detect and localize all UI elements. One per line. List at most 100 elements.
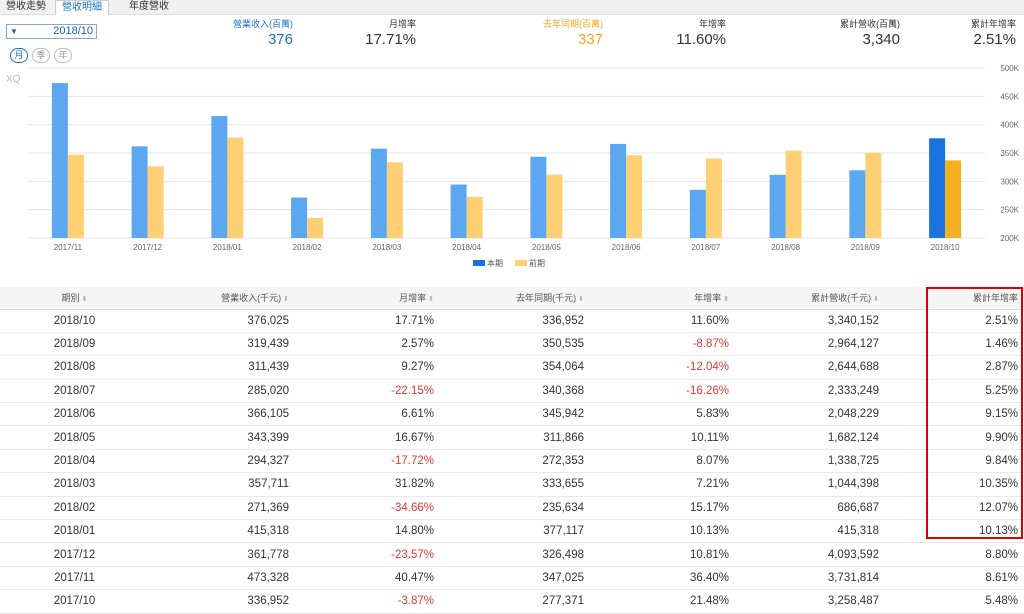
column-header-label: 期別 xyxy=(61,293,80,304)
sort-icon[interactable]: ⬍ xyxy=(723,296,729,304)
column-header-label: 年增率 xyxy=(694,293,722,304)
table-row[interactable]: 2018/06 366,105 6.61% 345,942 5.83% 2,048,229… xyxy=(0,402,1024,427)
table-cell: 686,687 xyxy=(735,496,885,521)
bar-current xyxy=(769,174,786,238)
stat-cumulative: 累計營收(百萬) 3,340 xyxy=(840,18,900,49)
table-cell: 2.51% xyxy=(885,309,1024,333)
bar-prior xyxy=(147,166,164,238)
table-cell: 9.84% xyxy=(885,449,1024,474)
column-header[interactable]: 營業收入(千元) ⬍ xyxy=(155,287,295,310)
table-cell: 5.83% xyxy=(590,402,735,427)
stat-label: 去年同期(百萬) xyxy=(543,19,603,29)
tab-revenue-trend[interactable]: 營收走勢 xyxy=(6,1,46,12)
table-cell: 2018/03 xyxy=(0,472,155,497)
table-row[interactable]: 2017/11 473,328 40.47% 347,025 36.40% 3,731,8… xyxy=(0,566,1024,591)
table-cell: 333,655 xyxy=(440,472,590,497)
table-cell: -12.04% xyxy=(590,355,735,380)
stat-label: 年增率 xyxy=(698,19,726,29)
table-cell: 17.71% xyxy=(295,309,440,333)
table-cell: 336,952 xyxy=(440,309,590,333)
table-cell: 16.67% xyxy=(295,425,440,450)
period-quarter-button[interactable]: 季 xyxy=(32,48,50,63)
table-cell: 1.46% xyxy=(885,332,1024,357)
table-cell: 10.13% xyxy=(590,519,735,544)
bar-prior xyxy=(227,137,244,238)
bar-prior xyxy=(386,162,403,238)
bar-current xyxy=(211,115,228,238)
sort-icon[interactable]: ⬍ xyxy=(578,296,584,304)
y-tick-label: 450K xyxy=(1000,92,1019,101)
stat-value: 337 xyxy=(577,31,603,48)
column-header[interactable]: 月增率 ⬍ xyxy=(295,287,440,310)
table-row[interactable]: 2017/10 336,952 -3.87% 277,371 21.48% 3,258,4… xyxy=(0,589,1024,614)
table-cell: 277,371 xyxy=(440,589,590,614)
period-month-button[interactable]: 月 xyxy=(10,48,28,63)
bar-current xyxy=(610,143,627,238)
x-tick-label: 2018/10 xyxy=(931,243,960,252)
table-cell: 2,644,688 xyxy=(735,355,885,380)
table-cell: 235,634 xyxy=(440,496,590,521)
column-header[interactable]: 期別 ⬍ xyxy=(0,287,155,310)
stat-revenue: 營業收入(百萬) 376 xyxy=(233,18,293,49)
stat-value: 11.60% xyxy=(676,31,726,48)
bar-prior xyxy=(945,160,962,238)
sort-icon[interactable]: ⬍ xyxy=(428,296,434,304)
table-cell: 12.07% xyxy=(885,496,1024,521)
column-header-label: 月增率 xyxy=(399,293,427,304)
table-cell: -16.26% xyxy=(590,379,735,404)
table-cell: 10.13% xyxy=(885,519,1024,544)
column-header[interactable]: 累計營收(千元) ⬍ xyxy=(735,287,885,310)
table-cell: 2.57% xyxy=(295,332,440,357)
stat-value: 3,340 xyxy=(862,31,900,48)
table-cell: 8.07% xyxy=(590,449,735,474)
bar-current xyxy=(689,189,706,238)
table-row[interactable]: 2018/07 285,020 -22.15% 340,368 -16.26% 2,333… xyxy=(0,379,1024,404)
table-cell: 11.60% xyxy=(590,309,735,333)
table-row[interactable]: 2018/01 415,318 14.80% 377,117 10.13% 415,318… xyxy=(0,519,1024,544)
table-row[interactable]: 2017/12 361,778 -23.57% 326,498 10.81% 4,093,… xyxy=(0,542,1024,567)
table-cell: 10.11% xyxy=(590,425,735,450)
stat-label: 營業收入(百萬) xyxy=(233,19,293,29)
date-select[interactable]: ▼ 2018/10 xyxy=(6,24,97,39)
column-header[interactable]: 年增率 ⬍ xyxy=(590,287,735,310)
table-row[interactable]: 2018/10 376,025 17.71% 336,952 11.60% 3,340,1… xyxy=(0,309,1024,333)
table-cell: 3,340,152 xyxy=(735,309,885,333)
x-tick-label: 2017/11 xyxy=(54,243,83,252)
period-year-button[interactable]: 年 xyxy=(54,48,72,63)
stat-value: 2.51% xyxy=(973,31,1016,48)
sort-icon[interactable]: ⬍ xyxy=(873,296,879,304)
table-row[interactable]: 2018/09 319,439 2.57% 350,535 -8.87% 2,964,12… xyxy=(0,332,1024,357)
table-cell: 9.15% xyxy=(885,402,1024,427)
column-header[interactable]: 去年同期(千元) ⬍ xyxy=(440,287,590,310)
table-cell: 8.61% xyxy=(885,566,1024,591)
table-row[interactable]: 2018/03 357,711 31.82% 333,655 7.21% 1,044,39… xyxy=(0,472,1024,497)
table-cell: -8.87% xyxy=(590,332,735,357)
table-row[interactable]: 2018/02 271,369 -34.66% 235,634 15.17% 686,68… xyxy=(0,496,1024,521)
sort-icon[interactable]: ⬍ xyxy=(283,296,289,304)
stat-value: 376 xyxy=(267,31,293,48)
table-cell: 311,866 xyxy=(440,425,590,450)
tab-revenue-detail[interactable]: 營收明細 xyxy=(55,0,109,15)
x-tick-label: 2018/04 xyxy=(452,243,481,252)
table-cell: 376,025 xyxy=(155,309,295,333)
table-cell: 9.27% xyxy=(295,355,440,380)
table-cell: 361,778 xyxy=(155,542,295,567)
sort-icon[interactable]: ⬍ xyxy=(81,296,88,304)
table-cell: 5.48% xyxy=(885,589,1024,614)
table-row[interactable]: 2018/04 294,327 -17.72% 272,353 8.07% 1,338,7… xyxy=(0,449,1024,474)
table-cell: 311,439 xyxy=(155,355,295,380)
table-cell: 10.35% xyxy=(885,472,1024,497)
table-row[interactable]: 2018/08 311,439 9.27% 354,064 -12.04% 2,644,6… xyxy=(0,355,1024,380)
table-cell: 285,020 xyxy=(155,379,295,404)
table-cell: 415,318 xyxy=(735,519,885,544)
tab-annual-revenue[interactable]: 年度營收 xyxy=(129,1,169,12)
table-cell: 366,105 xyxy=(155,402,295,427)
bar-current xyxy=(530,156,547,238)
table-row[interactable]: 2018/05 343,399 16.67% 311,866 10.11% 1,682,1… xyxy=(0,425,1024,450)
bar-prior xyxy=(865,152,882,238)
table-cell: 14.80% xyxy=(295,519,440,544)
table-cell: 15.17% xyxy=(590,496,735,521)
stat-value: 17.71% xyxy=(365,31,416,48)
table-cell: 354,064 xyxy=(440,355,590,380)
column-header[interactable]: 累計年增率 xyxy=(885,287,1024,310)
